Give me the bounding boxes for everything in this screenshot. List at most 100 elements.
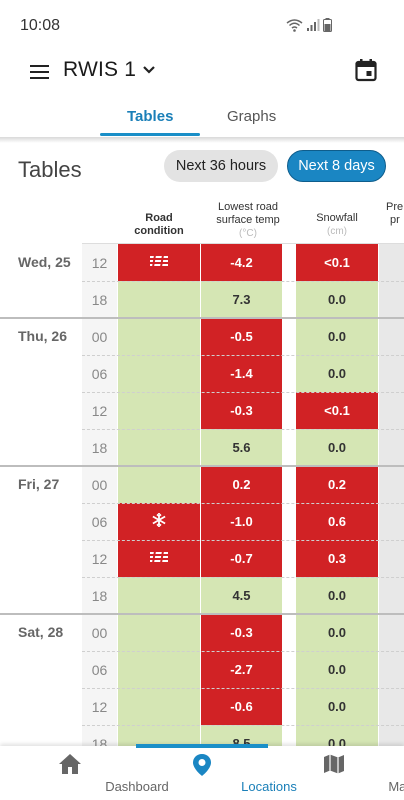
road-condition-cell [118, 614, 200, 651]
row-divider [82, 688, 404, 689]
table-row: 18 7.3 0.0 [0, 281, 404, 318]
temp-cell: 8.5 [201, 725, 282, 746]
tabs-shadow [0, 137, 404, 143]
temp-cell: 5.6 [201, 429, 282, 466]
hour-cell: 00 [82, 466, 117, 503]
snowfall-cell: 0.0 [296, 725, 378, 746]
hour-cell: 18 [82, 577, 117, 614]
row-divider [82, 355, 404, 356]
snowfall-cell: 0.2 [296, 466, 378, 503]
calendar-button[interactable] [355, 58, 377, 87]
road-condition-cell [118, 392, 200, 429]
temp-cell: -1.0 [201, 503, 282, 540]
tab-tables[interactable]: Tables [127, 108, 174, 125]
nav-map[interactable]: Map [267, 746, 404, 800]
day-label: Fri, 27 [18, 476, 60, 492]
hour-cell: 00 [82, 614, 117, 651]
day-label: Wed, 25 [18, 254, 71, 270]
snowfall-cell: 0.0 [296, 429, 378, 466]
location-selector[interactable]: RWIS 1 [63, 58, 156, 82]
day-divider [0, 613, 404, 615]
column-header-line: condition [134, 225, 184, 237]
temp-cell: -0.7 [201, 540, 282, 577]
status-icons [286, 18, 332, 32]
column-header-line: Snowfall [316, 212, 358, 224]
table-row: 12 -0.3 <0.1 [0, 392, 404, 429]
day-label: Sat, 28 [18, 624, 64, 640]
snowfall-cell: 0.0 [296, 355, 378, 392]
nav-locations[interactable]: Locations [135, 746, 297, 800]
hour-cell: 18 [82, 281, 117, 318]
signal-icon [306, 18, 320, 32]
next-36-hours-button[interactable]: Next 36 hours [164, 150, 278, 182]
forecast-table: Road condition Lowest road surface temp … [0, 198, 404, 746]
road-condition-cell [118, 244, 200, 281]
hour-cell: 12 [82, 688, 117, 725]
precip-cell [379, 281, 404, 318]
row-divider [82, 540, 404, 541]
table-row: 06 -2.7 0.0 [0, 651, 404, 688]
temp-cell: -2.7 [201, 651, 282, 688]
chevron-down-icon [142, 62, 156, 80]
precip-cell [379, 244, 404, 281]
table-row: 12 -0.6 0.0 [0, 688, 404, 725]
table-row: 18 4.5 0.0 [0, 577, 404, 614]
snowfall-cell: 0.0 [296, 281, 378, 318]
tab-graphs[interactable]: Graphs [227, 108, 277, 125]
battery-icon [323, 18, 332, 32]
temp-cell: -0.6 [201, 688, 282, 725]
location-title: RWIS 1 [63, 58, 137, 81]
home-icon [58, 753, 82, 780]
precip-cell [379, 540, 404, 577]
road-condition-cell [118, 577, 200, 614]
hour-cell: 06 [82, 651, 117, 688]
hour-cell: 12 [82, 244, 117, 281]
status-bar: 10:08 [0, 0, 404, 52]
hour-cell: 06 [82, 503, 117, 540]
calendar-icon [355, 59, 377, 86]
tab-indicator [100, 133, 200, 136]
column-header-precip: Pre pr [386, 198, 404, 244]
temp-cell: 7.3 [201, 281, 282, 318]
snowflake-icon [151, 512, 167, 531]
next-8-days-button[interactable]: Next 8 days [287, 150, 386, 182]
status-time: 10:08 [20, 17, 61, 34]
wet-road-icon [149, 550, 169, 566]
temp-cell: 4.5 [201, 577, 282, 614]
temp-cell: -0.3 [201, 392, 282, 429]
nav-label: Locations [241, 779, 297, 794]
snowfall-cell: 0.6 [296, 503, 378, 540]
column-header-snowfall: Snowfall (cm) [296, 198, 378, 244]
hour-cell: 06 [82, 355, 117, 392]
snowfall-cell: 0.0 [296, 688, 378, 725]
menu-button[interactable] [28, 61, 52, 81]
map-icon [323, 753, 345, 780]
hour-cell: 12 [82, 540, 117, 577]
snowfall-cell: 0.0 [296, 318, 378, 355]
table-row: Wed, 25 12 -4.2 <0.1 [0, 244, 404, 281]
nav-label: Dashboard [105, 779, 169, 794]
view-tabs: Tables Graphs [0, 96, 404, 138]
table-row: 06 -1.0 0.6 [0, 503, 404, 540]
snowfall-cell: 0.0 [296, 651, 378, 688]
day-label: Thu, 26 [18, 328, 68, 344]
snowfall-cell: 0.0 [296, 614, 378, 651]
precip-cell [379, 318, 404, 355]
wet-road-icon [149, 254, 169, 270]
temp-cell: -0.3 [201, 614, 282, 651]
column-header-line: Lowest road [218, 201, 278, 213]
precip-cell [379, 614, 404, 651]
road-condition-cell [118, 281, 200, 318]
hour-cell: 18 [82, 725, 117, 746]
hour-cell: 18 [82, 429, 117, 466]
nav-dashboard[interactable]: Dashboard [3, 746, 169, 800]
header-divider [82, 243, 404, 244]
precip-cell [379, 577, 404, 614]
app-bar: RWIS 1 [0, 52, 404, 90]
precip-cell [379, 651, 404, 688]
nav-active-indicator [136, 744, 268, 748]
bottom-navigation: Dashboard Locations Map [0, 744, 404, 800]
road-condition-cell [118, 725, 200, 746]
snowfall-cell: 0.3 [296, 540, 378, 577]
column-header-line: Road [145, 212, 173, 224]
